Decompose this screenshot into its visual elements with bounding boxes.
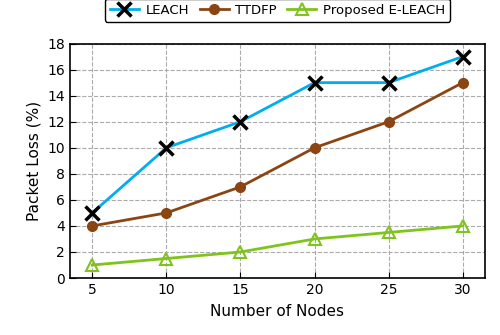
LEACH	[238, 120, 244, 124]
LEACH	[312, 81, 318, 85]
TTDFP	[238, 185, 244, 189]
Proposed E-LEACH	[460, 224, 466, 228]
Proposed E-LEACH	[386, 230, 392, 234]
TTDFP	[386, 120, 392, 124]
LEACH	[89, 211, 95, 215]
Line: TTDFP: TTDFP	[88, 78, 468, 231]
Proposed E-LEACH	[312, 237, 318, 241]
LEACH	[386, 81, 392, 85]
Proposed E-LEACH	[238, 250, 244, 254]
TTDFP	[89, 224, 95, 228]
Y-axis label: Packet Loss (%): Packet Loss (%)	[27, 101, 42, 221]
TTDFP	[164, 211, 170, 215]
TTDFP	[312, 146, 318, 150]
X-axis label: Number of Nodes: Number of Nodes	[210, 304, 344, 319]
TTDFP	[460, 81, 466, 85]
LEACH	[164, 146, 170, 150]
Legend: LEACH, TTDFP, Proposed E-LEACH: LEACH, TTDFP, Proposed E-LEACH	[104, 0, 451, 22]
Proposed E-LEACH	[164, 257, 170, 261]
Line: LEACH: LEACH	[86, 50, 469, 220]
Line: Proposed E-LEACH: Proposed E-LEACH	[86, 220, 468, 271]
Proposed E-LEACH	[89, 263, 95, 267]
LEACH	[460, 55, 466, 59]
